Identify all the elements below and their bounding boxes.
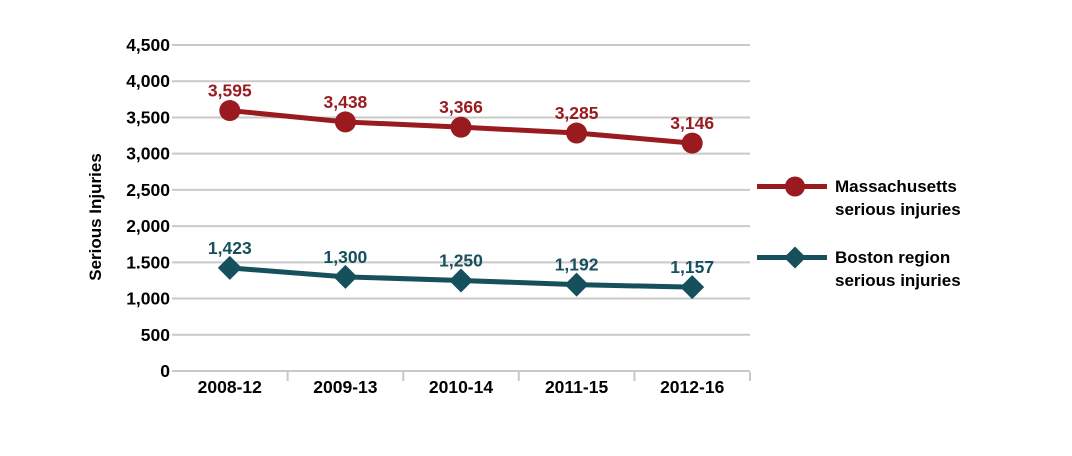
- y-tick-label: 1.500: [126, 252, 170, 272]
- data-point-label: 3,366: [439, 97, 483, 117]
- data-point-marker: [564, 272, 589, 297]
- data-point-marker: [334, 111, 356, 133]
- data-point-label: 3,595: [208, 81, 252, 101]
- legend-item-massachusetts: Massachusetts serious injuries: [757, 175, 961, 221]
- x-tick-label: 2011-15: [545, 377, 609, 397]
- y-tick-label: 4,500: [126, 35, 170, 55]
- y-tick-label: 4,000: [126, 71, 170, 91]
- data-point-marker: [219, 100, 241, 122]
- x-tick-label: 2008-12: [198, 377, 262, 397]
- data-point-label: 3,438: [324, 92, 368, 112]
- data-point-marker: [217, 255, 242, 280]
- legend-line-circle-icon: [757, 176, 827, 197]
- gridlines: [172, 44, 750, 372]
- data-point-marker: [681, 132, 703, 154]
- data-point-label: 1,423: [208, 238, 252, 258]
- data-point-marker: [333, 264, 358, 289]
- y-axis-labels: 0 500 1,000 1.500 2,000 2,500 3,000 3,500 4,000 4…: [126, 35, 170, 381]
- legend-item-boston-region: Boston region serious injuries: [757, 246, 961, 292]
- y-tick-label: 0: [160, 361, 170, 381]
- y-tick-label: 3,500: [126, 107, 170, 127]
- y-axis-title: Serious Injuries: [86, 153, 105, 281]
- data-point-label: 1,300: [324, 247, 368, 267]
- data-point-label: 3,285: [555, 103, 599, 123]
- legend-label-line: serious injuries: [835, 271, 961, 290]
- legend-label-line: Massachusetts: [835, 177, 957, 196]
- y-tick-label: 2,500: [126, 180, 170, 200]
- data-point-marker: [680, 275, 705, 300]
- y-tick-label: 1,000: [126, 289, 170, 309]
- x-axis-labels: 2008-12 2009-13 2010-14 2011-15 2012-16: [198, 377, 725, 397]
- data-point-label: 3,146: [670, 113, 714, 133]
- x-tick-label: 2012-16: [660, 377, 724, 397]
- y-tick-label: 500: [141, 325, 170, 345]
- legend: Massachusetts serious injuries Boston re…: [757, 175, 961, 317]
- legend-line-diamond-icon: [757, 246, 827, 269]
- legend-label-boston-region: Boston region serious injuries: [835, 246, 961, 292]
- data-point-marker: [449, 268, 473, 293]
- legend-label-line: serious injuries: [835, 200, 961, 219]
- legend-label-line: Boston region: [835, 248, 951, 267]
- x-axis-ticks: [286, 372, 751, 381]
- legend-label-massachusetts: Massachusetts serious injuries: [835, 175, 961, 221]
- y-tick-label: 3,000: [126, 144, 170, 164]
- y-tick-label: 2,000: [126, 216, 170, 236]
- data-point-marker: [450, 116, 472, 138]
- series-boston-region: 1,423 1,300 1,250 1,192 1,157: [208, 238, 714, 300]
- data-point-label: 1,250: [439, 250, 483, 270]
- data-point-marker: [566, 122, 588, 144]
- data-point-label: 1,157: [670, 257, 714, 277]
- x-tick-label: 2010-14: [429, 377, 493, 397]
- x-tick-label: 2009-13: [313, 377, 377, 397]
- data-point-label: 1,192: [555, 255, 599, 275]
- series-massachusetts: 3,595 3,438 3,366 3,285 3,146: [208, 81, 714, 154]
